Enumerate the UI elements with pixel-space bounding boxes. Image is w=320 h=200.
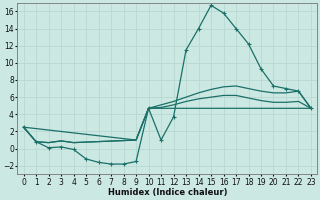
- X-axis label: Humidex (Indice chaleur): Humidex (Indice chaleur): [108, 188, 227, 197]
